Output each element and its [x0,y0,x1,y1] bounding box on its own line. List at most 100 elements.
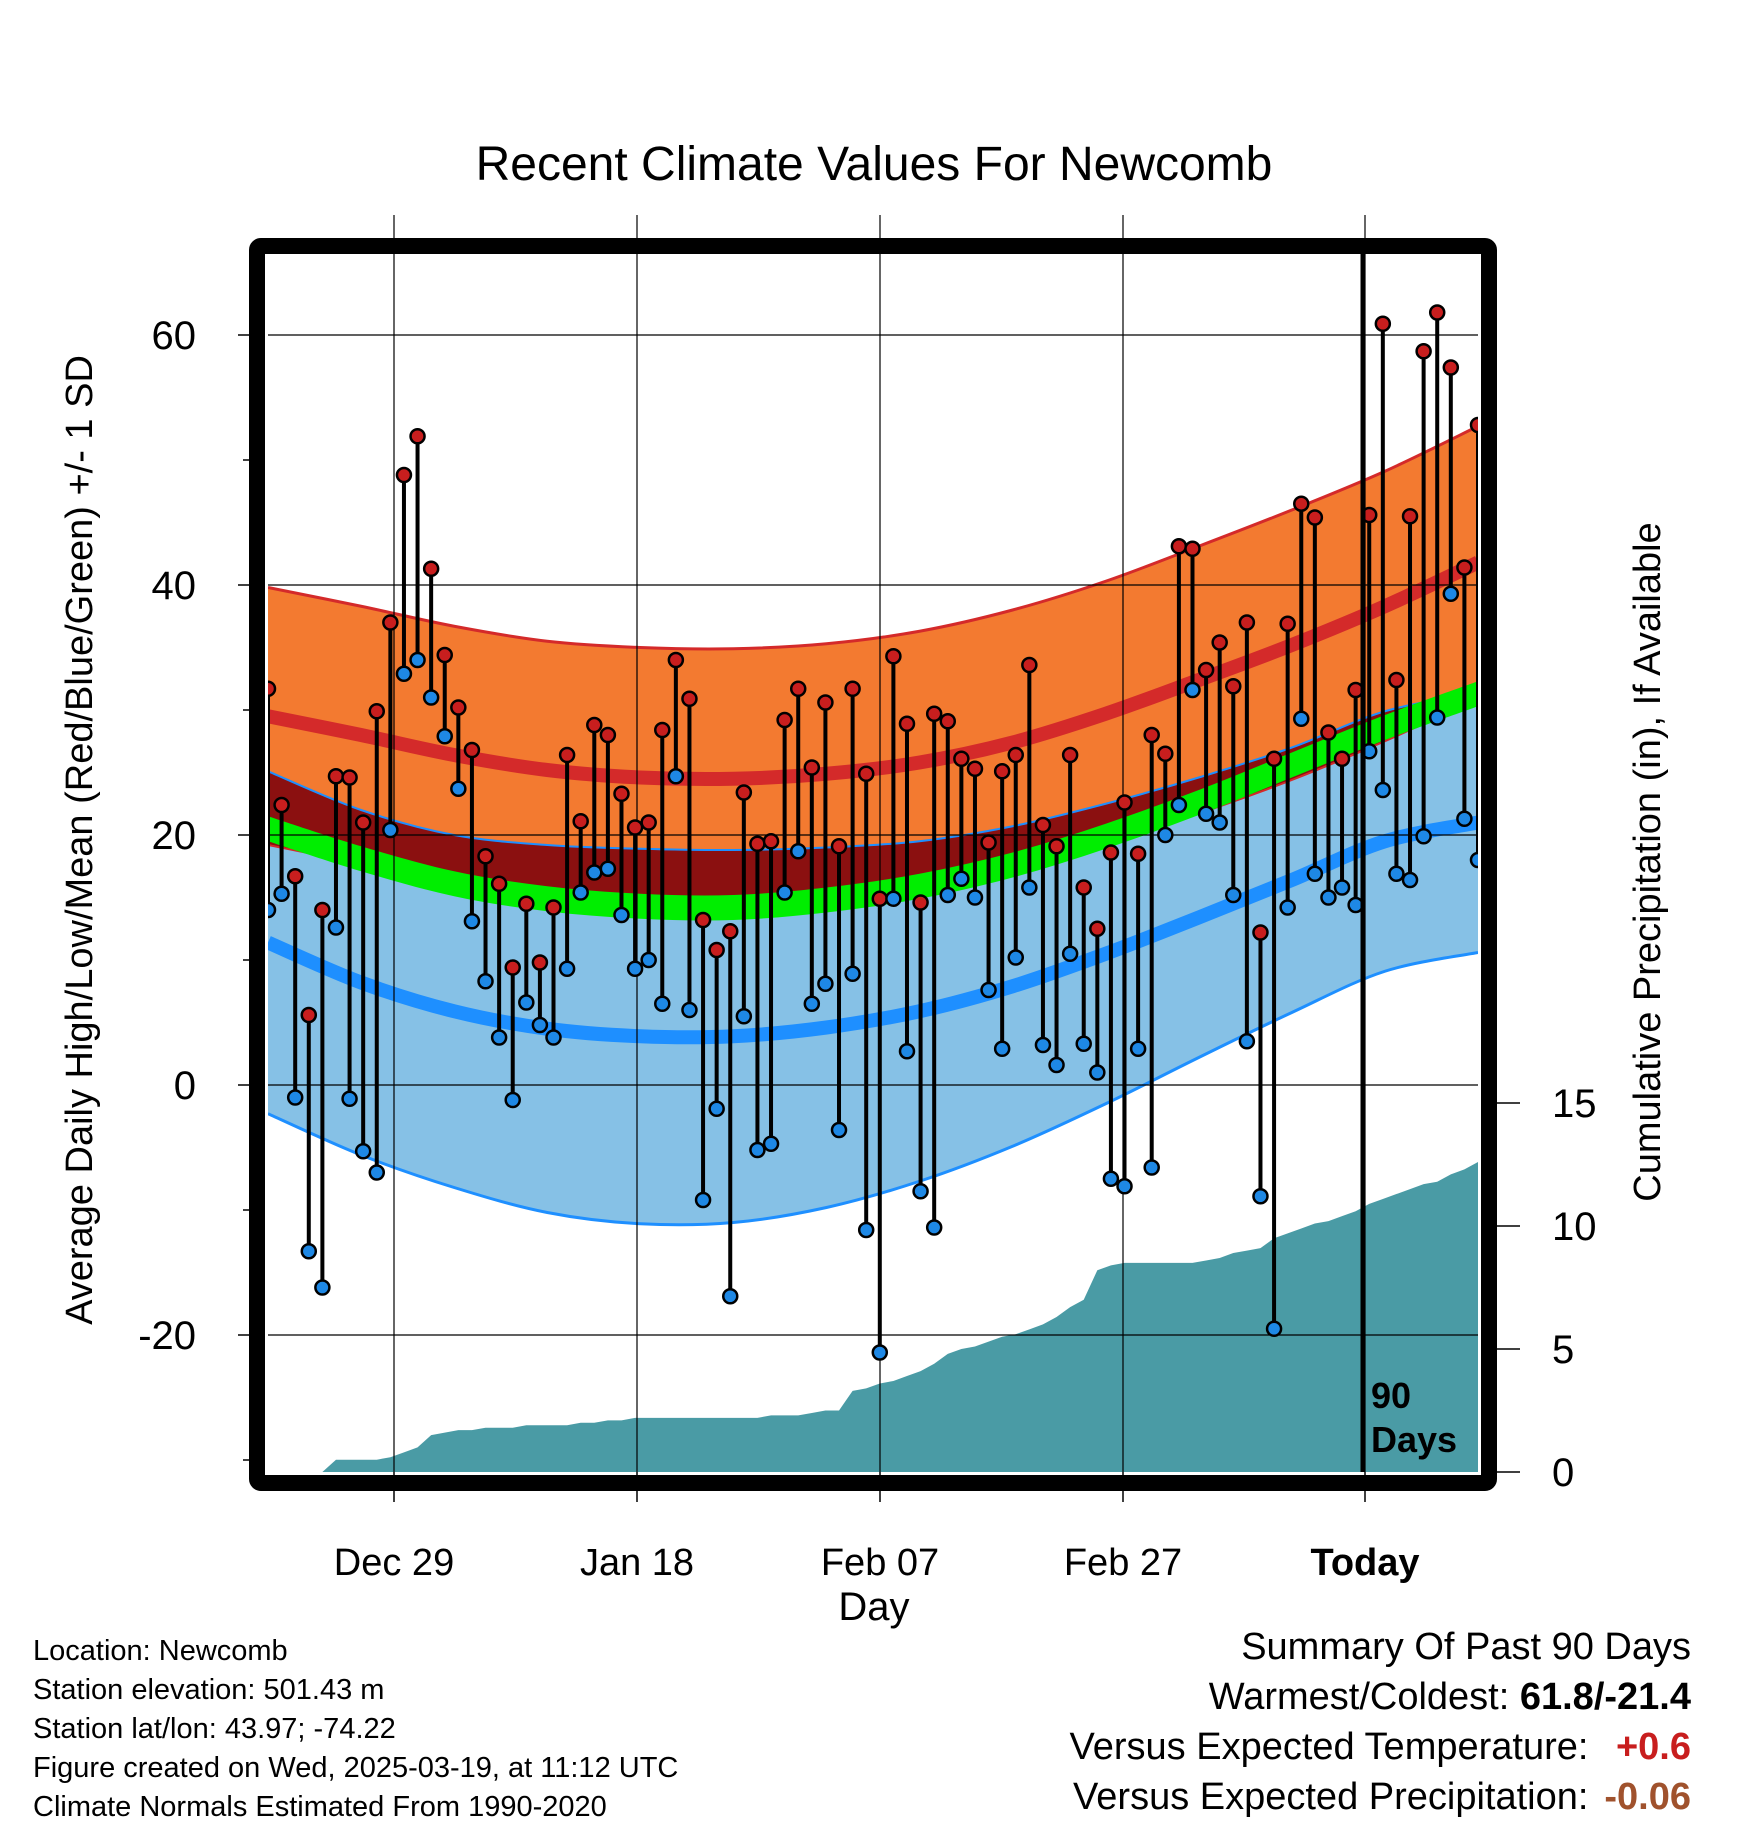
high-point [1306,509,1324,526]
low-point [586,864,603,881]
station-info: Location: Newcomb Station elevation: 501… [33,1632,678,1827]
precip-area [268,1162,1478,1472]
high-point [314,901,331,919]
low-point [1279,899,1296,916]
low-point [817,975,834,992]
high-point [1428,304,1446,321]
low-point [626,960,644,977]
temp-value: +0.6 [1615,1726,1691,1768]
high-point [1456,559,1473,576]
high-point [1129,845,1147,862]
y-tick-label: 60 [152,314,197,358]
y-tick-label: 0 [174,1064,196,1108]
high-point [518,895,535,912]
low-point [1374,781,1392,799]
summary-title: Summary Of Past 90 Days [1241,1626,1691,1668]
low-point [463,913,481,930]
low-point [1170,796,1188,814]
high-point [1415,343,1432,360]
chart-title: Recent Climate Values For Newcomb [476,138,1273,191]
high-point [1048,838,1065,855]
high-point [1333,750,1351,767]
low-point [721,1288,739,1305]
low-point [803,995,821,1012]
high-point [803,759,821,776]
summary-precip: Versus Expected Precipitation: -0.06 [1070,1772,1691,1822]
low-point [735,1008,753,1025]
high-point [1388,671,1405,689]
low-point [640,951,657,969]
low-point [268,901,277,919]
low-point [953,870,970,887]
high-point [1034,816,1052,834]
low-sd-lower-edge [268,951,1478,1227]
high-point [1469,416,1478,434]
low-point [599,860,617,877]
low-point [1102,1170,1120,1187]
high-point [436,646,453,664]
low-point [694,1191,712,1209]
low-point [518,994,535,1011]
low-point [354,1143,372,1160]
high-point [789,680,807,697]
high-point [268,680,277,697]
high-point [1442,359,1460,376]
x-tick-label: Feb 07 [821,1542,939,1584]
low-point [1157,826,1174,844]
warmest-coldest-value: 61.8/-21.4 [1519,1676,1691,1718]
high-point [368,703,386,720]
low-point [844,965,861,982]
high-point [640,814,657,831]
x-tick-label: Jan 18 [580,1542,694,1584]
temp-label: Versus Expected Temperature: [1069,1726,1589,1768]
plot-clip-group [268,245,1478,1472]
location-text: Location: Newcomb [33,1635,288,1667]
high-point [871,890,889,907]
low-point [490,1029,508,1046]
low-point [368,1164,386,1181]
high-point [980,834,997,851]
x-tick-label: Dec 29 [334,1542,454,1584]
y2-tick-label: 10 [1552,1205,1597,1249]
high-point [694,911,712,929]
low-point [939,886,957,904]
high-point [1184,540,1201,557]
high-point [708,941,725,959]
low-point [395,665,413,682]
high-point [599,726,617,744]
y-tick-label: 20 [152,814,197,858]
high-point [749,835,766,852]
high-point [654,721,671,739]
high-point [939,713,957,730]
high-point [273,796,290,814]
high-point [504,959,521,976]
low-point [1442,585,1460,602]
low-point [613,906,630,924]
high-point [1211,634,1228,651]
high-point [1116,794,1133,811]
high-point [300,1006,318,1024]
high-point [776,711,793,729]
normal-high-line [268,556,1478,787]
low-point [1211,814,1228,831]
elevation-text: Station elevation: 501.43 m [33,1674,385,1706]
high-point [545,899,562,916]
low-point [885,890,902,907]
high-point [572,813,589,830]
high-point [586,716,603,734]
high-point [817,694,834,711]
low-point [504,1091,521,1109]
low-point [436,728,453,745]
high-point [558,746,576,764]
summary-panel: Summary Of Past 90 Days Warmest/Coldest:… [1070,1622,1691,1822]
high-point [382,614,399,631]
low-point [1388,865,1405,882]
low-point [925,1219,943,1236]
high-point [477,848,494,865]
high-point [885,648,902,665]
created-text: Figure created on Wed, 2025-03-19, at 11… [33,1752,679,1784]
low-point [1320,889,1337,906]
low-point [1021,879,1038,896]
low-point [1089,1064,1106,1081]
